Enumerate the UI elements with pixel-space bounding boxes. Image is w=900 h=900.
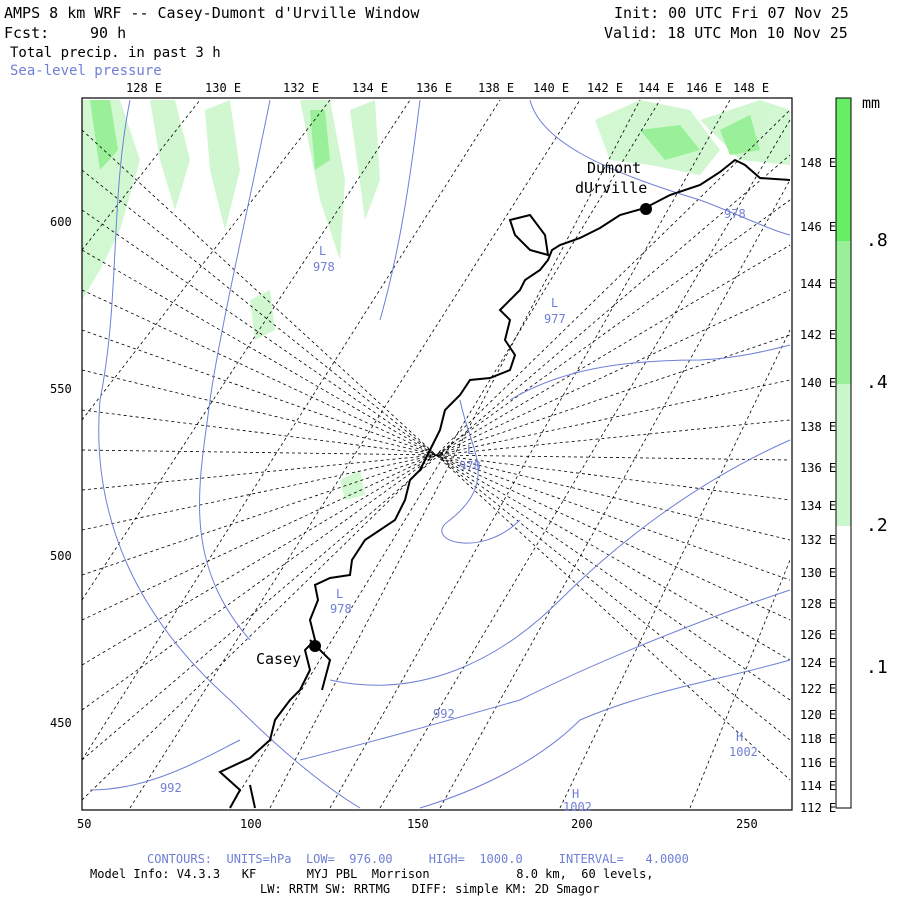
left-axis-tick: 600: [50, 215, 72, 229]
pressure-val: 1002: [729, 745, 758, 759]
graticule: [81, 99, 791, 809]
top-lon-label: 146 E: [686, 81, 723, 95]
precip-shading-heavy: [90, 100, 760, 170]
pressure-val: 1002: [563, 800, 592, 814]
bottom-axis-tick: 100: [240, 817, 262, 831]
top-lon-label: 140 E: [533, 81, 570, 95]
right-lon-label: 138 E: [800, 420, 837, 434]
slp-contours: [89, 99, 791, 809]
colorbar-unit: mm: [862, 94, 881, 112]
right-lon-label: 124 E: [800, 656, 837, 670]
init-time: Init: 00 UTC Fri 07 Nov 25: [614, 4, 849, 22]
field-slp: Sea-level pressure: [10, 63, 162, 79]
forecast-label: Fcst:: [4, 24, 50, 42]
right-lon-label: 118 E: [800, 732, 837, 746]
colorbar-swatch-02: [836, 384, 851, 526]
precip-colorbar: [835, 97, 852, 809]
right-lon-label: 144 E: [800, 277, 837, 291]
field-precip: Total precip. in past 3 h: [10, 45, 221, 61]
pressure-sym: H: [572, 787, 580, 801]
station-dumont-label: Dumont: [587, 159, 642, 177]
colorbar-label: .8: [866, 230, 888, 251]
colorbar-swatch-08: [836, 98, 851, 241]
pressure-val: 977: [544, 312, 566, 326]
right-lon-label: 122 E: [800, 682, 837, 696]
bottom-axis-tick: 50: [77, 817, 92, 831]
station-casey-label: Casey: [256, 650, 302, 668]
bottom-axis-tick: 150: [407, 817, 429, 831]
colorbar-swatch-04: [836, 241, 851, 384]
right-lon-label: 126 E: [800, 628, 837, 642]
pressure-val: 992: [160, 781, 182, 795]
station-casey-marker: [309, 640, 321, 652]
top-lon-label: 136 E: [416, 81, 453, 95]
pressure-sym: H: [736, 730, 744, 744]
station-durville-label: dUrville: [575, 179, 648, 197]
right-lon-label: 116 E: [800, 756, 837, 770]
station-dumont-durville-marker: [640, 203, 652, 215]
right-lon-label: 132 E: [800, 533, 837, 547]
right-lon-label: 130 E: [800, 566, 837, 580]
coastline: [218, 158, 791, 809]
top-lon-label: 128 E: [126, 81, 163, 95]
pressure-val: 992: [433, 707, 455, 721]
colorbar-swatch-01: [836, 526, 851, 668]
pressure-val: 978: [724, 207, 746, 221]
colorbar-label: .1: [866, 657, 888, 678]
top-lon-label: 148 E: [733, 81, 770, 95]
model-title: AMPS 8 km WRF -- Casey-Dumont d'Urville …: [4, 4, 420, 22]
colorbar-label: .4: [866, 372, 888, 393]
pressure-sym: L: [467, 443, 475, 457]
footer-model-info: Model Info: V4.3.3 KF MYJ PBL Morrison 8…: [90, 867, 654, 881]
right-lon-label: 134 E: [800, 499, 837, 513]
right-lon-label: 140 E: [800, 376, 837, 390]
pressure-sym: L: [551, 296, 559, 310]
pressure-sym: L: [336, 587, 344, 601]
bottom-axis-tick: 200: [571, 817, 593, 831]
right-lon-label: 148 E: [800, 156, 837, 170]
pressure-val: 978: [313, 260, 335, 274]
map-frame: [81, 97, 793, 811]
left-axis-tick: 500: [50, 549, 72, 563]
pressure-val: 978: [330, 602, 352, 616]
forecast-hours: 90 h: [90, 24, 127, 42]
bottom-axis-tick: 250: [736, 817, 758, 831]
right-lon-label: 142 E: [800, 328, 837, 342]
right-lon-label: 112 E: [800, 801, 837, 815]
left-axis-tick: 550: [50, 382, 72, 396]
footer-physics: LW: RRTM SW: RRTMG DIFF: simple KM: 2D S…: [260, 882, 600, 896]
top-lon-label: 138 E: [478, 81, 515, 95]
pressure-sym: L: [319, 244, 327, 258]
top-lon-label: 134 E: [352, 81, 389, 95]
right-lon-label: 120 E: [800, 708, 837, 722]
pressure-val: 978: [459, 459, 481, 473]
footer-contours: CONTOURS: UNITS=hPa LOW= 976.00 HIGH= 10…: [147, 852, 689, 866]
colorbar-label: .2: [866, 515, 888, 536]
top-lon-label: 144 E: [638, 81, 675, 95]
right-lon-label: 146 E: [800, 220, 837, 234]
right-lon-label: 114 E: [800, 779, 837, 793]
top-lon-label: 132 E: [283, 81, 320, 95]
right-lon-label: 136 E: [800, 461, 837, 475]
top-lon-label: 142 E: [587, 81, 624, 95]
right-lon-label: 128 E: [800, 597, 837, 611]
left-axis-tick: 450: [50, 716, 72, 730]
valid-time: Valid: 18 UTC Mon 10 Nov 25: [604, 24, 848, 42]
top-lon-label: 130 E: [205, 81, 242, 95]
